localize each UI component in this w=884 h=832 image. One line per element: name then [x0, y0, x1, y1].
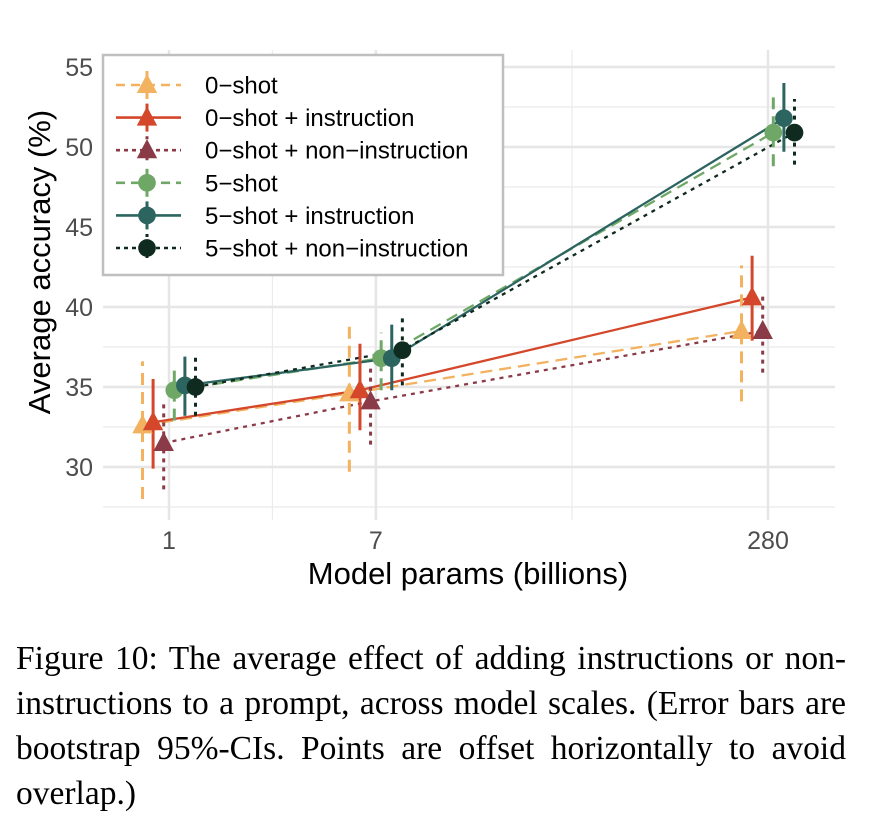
y-tick-label: 50	[65, 134, 93, 162]
data-point	[349, 379, 371, 399]
triangle-marker-icon	[136, 73, 158, 94]
x-tick-label: 7	[369, 527, 383, 555]
legend-label: 5−shot + non−instruction	[205, 236, 469, 263]
legend-box	[101, 53, 505, 277]
data-point	[360, 390, 381, 410]
circle-marker-icon	[138, 206, 156, 225]
x-axis-title: Model params (billions)	[308, 556, 628, 591]
y-tick-label: 30	[65, 454, 93, 482]
x-tick-label: 280	[747, 527, 789, 555]
y-tick-label: 55	[65, 54, 93, 82]
legend: 0−shot 0−shot + instruction 0−shot + non−i…	[101, 53, 505, 277]
legend-label: 5−shot	[205, 170, 278, 197]
legend-entry: 5−shot	[116, 168, 278, 197]
legend-entry: 5−shot + non−instruction	[116, 234, 469, 263]
data-point	[186, 378, 205, 396]
legend-entry: 5−shot + instruction	[116, 201, 414, 230]
data-point	[752, 319, 773, 340]
y-axis-title: Average accuracy (%)	[22, 110, 57, 414]
y-tick-label: 40	[65, 294, 93, 322]
x-tick-label: 1	[162, 527, 176, 555]
legend-entry: 0−shot	[116, 71, 278, 100]
data-point	[393, 341, 412, 360]
y-tick-labels: 30 35 40 45 50 55	[65, 54, 93, 482]
data-point	[153, 431, 174, 452]
legend-entry: 0−shot + instruction	[116, 103, 414, 132]
data-points	[132, 109, 804, 452]
y-tick-label: 35	[65, 374, 93, 402]
legend-entry: 0−shot + non−instruction	[116, 136, 469, 165]
circle-marker-icon	[138, 173, 156, 192]
legend-label: 0−shot	[205, 73, 278, 100]
data-point	[775, 109, 793, 128]
data-point	[785, 123, 804, 142]
data-point	[741, 286, 763, 306]
y-tick-label: 45	[65, 214, 93, 242]
x-tick-labels: 1 7 280	[162, 527, 789, 555]
circle-marker-icon	[138, 239, 156, 257]
figure-caption: Figure 10: The average effect of adding …	[16, 640, 846, 812]
legend-label: 0−shot + instruction	[205, 105, 414, 132]
data-point	[764, 123, 783, 142]
triangle-marker-icon	[136, 106, 158, 126]
legend-label: 5−shot + instruction	[205, 203, 414, 230]
data-point	[731, 319, 752, 340]
data-point	[142, 411, 164, 431]
chart: 30 35 40 45 50 55 1 7 280 Model params (billion…	[22, 50, 835, 591]
legend-label: 0−shot + non−instruction	[205, 138, 469, 165]
triangle-marker-icon	[136, 139, 158, 159]
